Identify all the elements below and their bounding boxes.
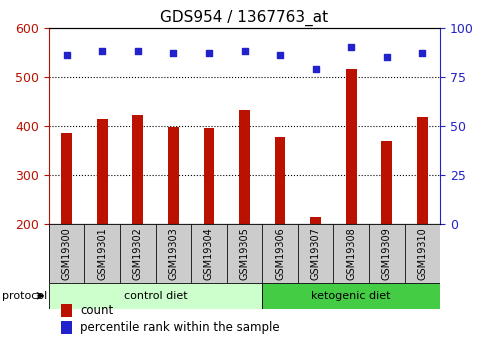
Bar <box>191 224 226 283</box>
Point <box>169 50 177 56</box>
Text: GSM19307: GSM19307 <box>310 227 320 280</box>
Bar <box>132 115 143 224</box>
Bar <box>274 137 285 224</box>
Point <box>240 48 248 54</box>
Text: count: count <box>80 304 113 317</box>
Point <box>134 48 142 54</box>
Bar <box>262 224 297 283</box>
Bar <box>226 224 262 283</box>
Bar <box>333 224 368 283</box>
Bar <box>61 133 72 224</box>
Point <box>418 50 426 56</box>
Bar <box>49 224 439 283</box>
Text: ketogenic diet: ketogenic diet <box>311 291 390 301</box>
Text: GSM19303: GSM19303 <box>168 227 178 280</box>
Bar <box>239 110 249 224</box>
Bar <box>345 69 356 224</box>
Point <box>382 55 390 60</box>
Text: GSM19301: GSM19301 <box>97 227 107 280</box>
Bar <box>49 283 262 309</box>
Bar <box>61 304 72 317</box>
Bar <box>416 117 427 224</box>
Bar <box>203 128 214 224</box>
Text: GSM19310: GSM19310 <box>416 227 427 280</box>
Text: protocol: protocol <box>2 291 48 301</box>
Bar <box>120 224 155 283</box>
Point <box>98 48 106 54</box>
Text: GSM19300: GSM19300 <box>61 227 72 280</box>
Bar <box>168 127 178 224</box>
Point <box>346 45 354 50</box>
Bar <box>61 321 72 334</box>
Bar <box>97 119 107 224</box>
Bar <box>84 224 120 283</box>
Point <box>276 52 284 58</box>
Point <box>311 66 319 72</box>
Text: GSM19302: GSM19302 <box>133 227 142 280</box>
Title: GDS954 / 1367763_at: GDS954 / 1367763_at <box>160 10 328 26</box>
Text: GSM19305: GSM19305 <box>239 227 249 280</box>
Text: control diet: control diet <box>123 291 187 301</box>
Bar <box>262 283 439 309</box>
Bar <box>155 224 191 283</box>
Bar <box>297 224 333 283</box>
Bar <box>368 224 404 283</box>
Text: percentile rank within the sample: percentile rank within the sample <box>80 321 279 334</box>
Text: GSM19308: GSM19308 <box>346 227 355 280</box>
Text: GSM19306: GSM19306 <box>275 227 285 280</box>
Bar <box>404 224 439 283</box>
Text: GSM19309: GSM19309 <box>381 227 391 280</box>
Bar <box>381 141 391 224</box>
Point <box>204 50 212 56</box>
Bar <box>49 224 84 283</box>
Bar <box>310 217 320 224</box>
Text: GSM19304: GSM19304 <box>203 227 213 280</box>
Point <box>62 52 70 58</box>
